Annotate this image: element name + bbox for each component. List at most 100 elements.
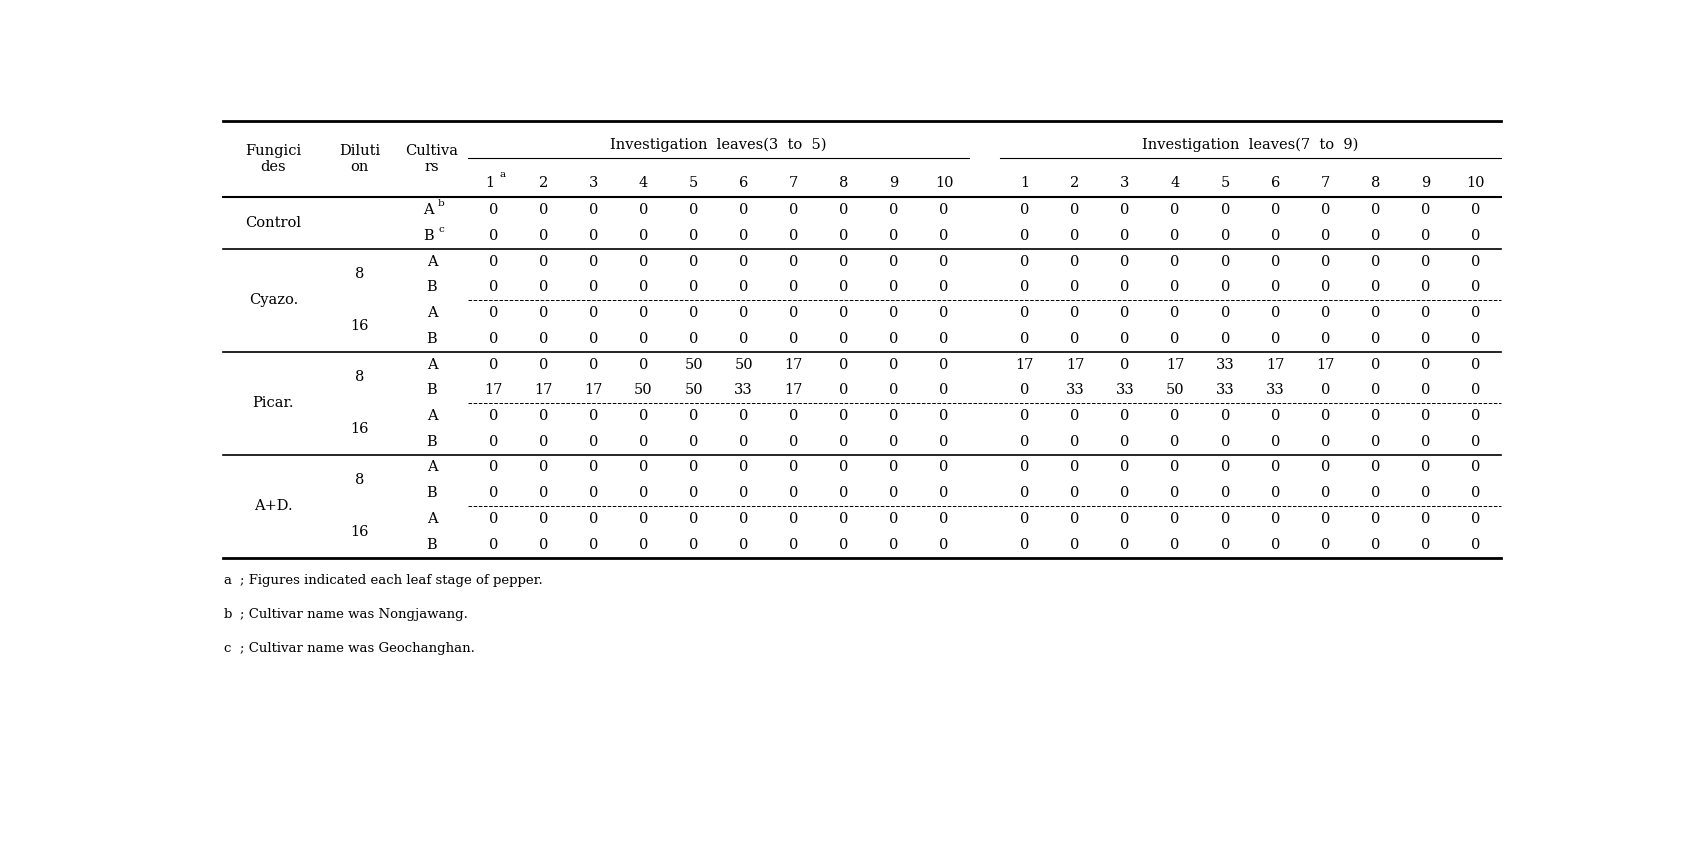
Text: 0: 0: [1371, 332, 1381, 346]
Text: 0: 0: [690, 280, 698, 294]
Text: Investigation  leaves(7  to  9): Investigation leaves(7 to 9): [1142, 137, 1359, 151]
Text: b: b: [437, 199, 444, 208]
Text: 0: 0: [1371, 486, 1381, 500]
Text: 0: 0: [589, 460, 599, 475]
Text: 0: 0: [1371, 255, 1381, 269]
Text: 0: 0: [1070, 460, 1080, 475]
Text: 0: 0: [890, 332, 898, 346]
Text: 0: 0: [538, 332, 548, 346]
Text: 0: 0: [1070, 306, 1080, 320]
Text: 17: 17: [1317, 358, 1334, 371]
Text: 0: 0: [1371, 306, 1381, 320]
Text: 0: 0: [1421, 255, 1430, 269]
Text: 0: 0: [690, 332, 698, 346]
Text: 33: 33: [1267, 383, 1285, 398]
Text: c: c: [224, 641, 230, 655]
Text: 50: 50: [735, 358, 754, 371]
Text: 0: 0: [538, 358, 548, 371]
Text: 0: 0: [589, 229, 599, 243]
Text: 0: 0: [1421, 460, 1430, 475]
Text: B: B: [427, 486, 437, 500]
Text: 0: 0: [589, 409, 599, 423]
Text: 0: 0: [1371, 512, 1381, 526]
Text: 0: 0: [538, 538, 548, 552]
Text: 0: 0: [738, 255, 748, 269]
Text: 0: 0: [738, 280, 748, 294]
Text: 4: 4: [639, 176, 648, 190]
Text: 0: 0: [789, 409, 799, 423]
Text: 0: 0: [789, 203, 799, 217]
Text: 0: 0: [789, 255, 799, 269]
Text: 0: 0: [488, 460, 498, 475]
Text: 0: 0: [890, 460, 898, 475]
Text: 0: 0: [890, 512, 898, 526]
Text: 0: 0: [890, 255, 898, 269]
Text: 0: 0: [738, 409, 748, 423]
Text: 0: 0: [1070, 538, 1080, 552]
Text: 0: 0: [1120, 460, 1130, 475]
Text: 0: 0: [940, 203, 949, 217]
Text: 1: 1: [484, 176, 495, 190]
Text: B: B: [427, 435, 437, 448]
Text: 0: 0: [940, 486, 949, 500]
Text: 0: 0: [1270, 280, 1280, 294]
Text: 0: 0: [1171, 460, 1179, 475]
Text: 0: 0: [1021, 306, 1029, 320]
Text: 0: 0: [690, 306, 698, 320]
Text: 0: 0: [1120, 358, 1130, 371]
Text: 0: 0: [940, 460, 949, 475]
Text: B: B: [427, 332, 437, 346]
Text: 0: 0: [1421, 358, 1430, 371]
Text: 16: 16: [350, 422, 368, 436]
Text: A: A: [427, 306, 437, 320]
Text: 0: 0: [940, 280, 949, 294]
Text: 0: 0: [1472, 538, 1480, 552]
Text: a: a: [500, 170, 506, 179]
Text: 33: 33: [1216, 358, 1235, 371]
Text: 17: 17: [1166, 358, 1184, 371]
Text: Control: Control: [246, 216, 301, 230]
Text: 3: 3: [589, 176, 599, 190]
Text: Diluti
on: Diluti on: [340, 144, 380, 174]
Text: 0: 0: [1021, 460, 1029, 475]
Text: A: A: [427, 409, 437, 423]
Text: b: b: [224, 607, 232, 621]
Text: 0: 0: [538, 229, 548, 243]
Text: 0: 0: [1221, 280, 1230, 294]
Text: 0: 0: [1472, 229, 1480, 243]
Text: 0: 0: [940, 409, 949, 423]
Text: 0: 0: [639, 332, 648, 346]
Text: 0: 0: [1270, 486, 1280, 500]
Text: 0: 0: [839, 306, 849, 320]
Text: 0: 0: [839, 409, 849, 423]
Text: 0: 0: [488, 358, 498, 371]
Text: 0: 0: [890, 409, 898, 423]
Text: 1: 1: [1021, 176, 1029, 190]
Text: 33: 33: [735, 383, 754, 398]
Text: 0: 0: [1021, 229, 1029, 243]
Text: 17: 17: [535, 383, 553, 398]
Text: 0: 0: [789, 460, 799, 475]
Text: 0: 0: [839, 332, 849, 346]
Text: 0: 0: [589, 358, 599, 371]
Text: 0: 0: [1021, 538, 1029, 552]
Text: 0: 0: [839, 383, 849, 398]
Text: 0: 0: [738, 486, 748, 500]
Text: 0: 0: [589, 486, 599, 500]
Text: 0: 0: [1270, 538, 1280, 552]
Text: 0: 0: [1320, 306, 1330, 320]
Text: 0: 0: [940, 512, 949, 526]
Text: 0: 0: [1120, 538, 1130, 552]
Text: 0: 0: [1221, 332, 1230, 346]
Text: 0: 0: [1371, 383, 1381, 398]
Text: 16: 16: [350, 319, 368, 333]
Text: 0: 0: [538, 460, 548, 475]
Text: 0: 0: [1472, 486, 1480, 500]
Text: Fungici
des: Fungici des: [246, 144, 301, 174]
Text: 33: 33: [1216, 383, 1235, 398]
Text: 0: 0: [690, 255, 698, 269]
Text: 0: 0: [1221, 203, 1230, 217]
Text: 0: 0: [1270, 203, 1280, 217]
Text: 0: 0: [690, 435, 698, 448]
Text: 0: 0: [1171, 203, 1179, 217]
